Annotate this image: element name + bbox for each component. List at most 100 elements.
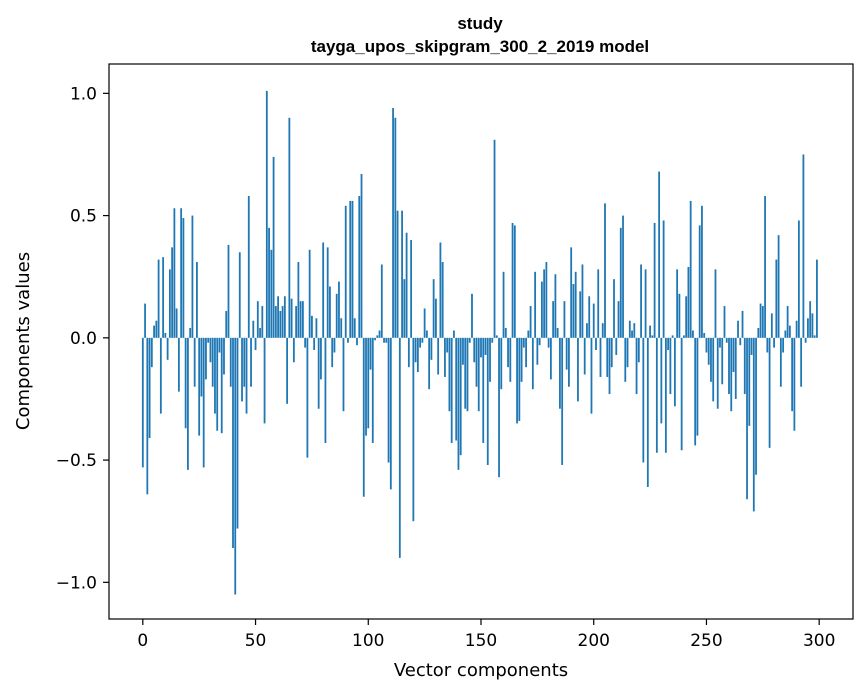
bar-component-277 (766, 337, 769, 353)
bar-component-48 (250, 337, 252, 387)
bar-component-251 (707, 337, 710, 365)
bar-component-182 (552, 301, 555, 338)
bar-component-233 (667, 337, 670, 351)
bar-component-160 (502, 271, 505, 338)
bar-component-115 (401, 210, 403, 338)
bar-component-265 (739, 337, 742, 346)
bar-component-127 (428, 337, 431, 390)
bar-component-166 (516, 337, 518, 424)
bar-component-291 (797, 220, 800, 338)
bar-component-109 (387, 337, 390, 463)
bar-component-100 (367, 337, 370, 429)
x-tick-label: 0 (137, 631, 148, 651)
bar-component-153 (486, 337, 489, 465)
bar-component-69 (297, 262, 300, 338)
bar-component-216 (628, 320, 631, 338)
bar-component-274 (759, 303, 762, 338)
bar-component-104 (376, 335, 379, 338)
bar-component-9 (162, 257, 165, 338)
bar-component-171 (527, 330, 530, 338)
bar-component-25 (198, 337, 201, 436)
bar-component-236 (673, 337, 676, 407)
bar-component-134 (444, 337, 446, 377)
bar-component-178 (543, 269, 546, 338)
bar-component-232 (664, 337, 667, 453)
bar-component-152 (484, 337, 487, 355)
bar-component-101 (369, 337, 372, 370)
bar-component-248 (701, 205, 703, 338)
bar-component-201 (595, 337, 597, 351)
bar-component-86 (335, 293, 338, 338)
bar-component-266 (741, 310, 744, 338)
bar-component-262 (732, 337, 735, 373)
bar-component-275 (761, 306, 764, 338)
bar-component-270 (750, 337, 753, 355)
bar-component-82 (326, 247, 329, 338)
bar-component-80 (322, 242, 325, 338)
bar-component-55 (265, 90, 268, 338)
bar-component-222 (642, 337, 645, 463)
bar-component-294 (804, 337, 807, 343)
bar-component-260 (728, 337, 730, 395)
bar-component-94 (353, 318, 356, 338)
bar-component-76 (313, 337, 316, 351)
bar-component-98 (362, 337, 365, 497)
bar-component-131 (437, 337, 440, 375)
bar-component-273 (757, 328, 760, 338)
bar-component-49 (252, 320, 255, 338)
bar-component-126 (425, 330, 428, 338)
bar-component-29 (207, 337, 210, 343)
bar-component-255 (716, 337, 719, 409)
bar-component-205 (604, 203, 606, 338)
bar-component-169 (522, 337, 525, 348)
bar-component-90 (344, 205, 347, 338)
bar-component-96 (358, 196, 361, 338)
bar-component-51 (256, 301, 259, 338)
bar-component-61 (279, 310, 282, 338)
bar-component-110 (389, 337, 392, 490)
bar-component-200 (592, 303, 595, 338)
bar-component-257 (721, 337, 724, 385)
bar-component-173 (531, 337, 534, 390)
bar-component-198 (588, 296, 591, 338)
bar-component-249 (703, 332, 706, 338)
bar-component-290 (795, 320, 798, 338)
bar-component-161 (504, 328, 507, 338)
bar-component-282 (777, 235, 780, 338)
bar-component-107 (383, 337, 385, 343)
x-tick-label: 200 (578, 631, 610, 651)
y-tick-label: 1.0 (70, 84, 97, 104)
bar-component-167 (518, 337, 521, 421)
bar-component-128 (430, 337, 433, 360)
bar-component-287 (788, 325, 791, 338)
bar-component-75 (311, 315, 313, 338)
bar-component-62 (281, 306, 284, 338)
x-tick-label: 100 (352, 631, 384, 651)
bar-component-188 (565, 337, 568, 370)
y-axis: −1.0 −0.5 0.0 0.5 1.0 (56, 84, 109, 593)
bar-component-154 (489, 337, 491, 382)
bar-component-177 (540, 281, 543, 338)
bar-component-229 (658, 171, 661, 338)
bar-component-159 (500, 337, 503, 390)
bar-component-13 (171, 247, 174, 338)
bar-component-123 (419, 337, 422, 348)
bar-component-250 (705, 337, 708, 353)
bar-component-6 (155, 320, 158, 338)
bar-series (141, 90, 818, 595)
y-tick-label: −0.5 (56, 451, 97, 471)
x-tick-label: 50 (245, 631, 267, 651)
bar-component-11 (166, 337, 169, 360)
bar-component-31 (211, 337, 214, 387)
bar-component-278 (768, 337, 771, 448)
bar-component-157 (495, 335, 498, 338)
bar-component-3 (148, 337, 151, 439)
bar-component-239 (680, 337, 683, 451)
bar-component-1 (144, 303, 146, 338)
bar-component-78 (317, 337, 320, 409)
bar-component-237 (676, 269, 679, 338)
bar-component-116 (403, 279, 406, 338)
bar-component-252 (710, 337, 712, 382)
bar-component-280 (773, 337, 775, 348)
